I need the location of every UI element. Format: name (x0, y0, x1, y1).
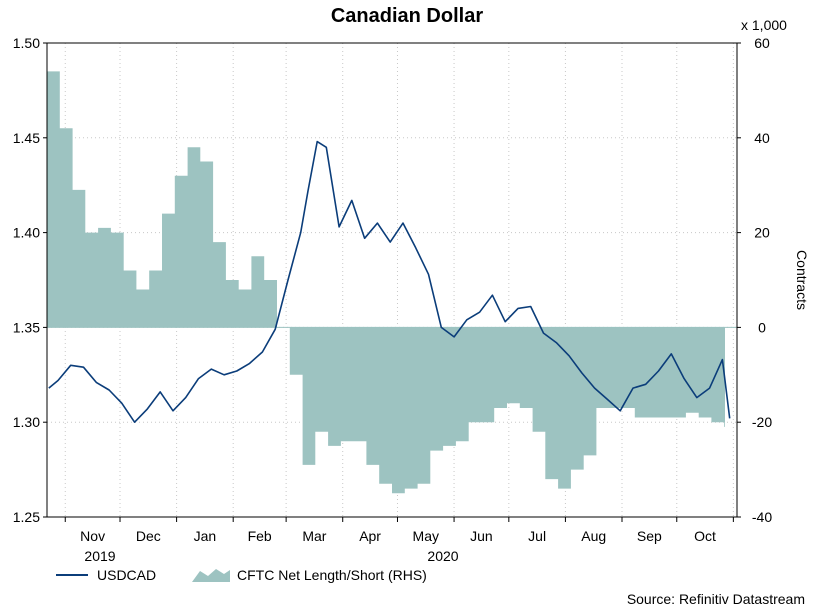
plot-frame (46, 42, 738, 518)
plot-border (46, 42, 738, 518)
year-label: 2020 (427, 548, 458, 564)
month-label: Apr (359, 528, 381, 544)
left-tick-label: 1.45 (13, 130, 40, 146)
right-tick-label: 60 (754, 35, 770, 51)
usdcad-line (48, 140, 731, 424)
month-label: Dec (136, 528, 161, 544)
right-tick-label: -40 (752, 509, 772, 525)
left-tick-label: 1.25 (13, 509, 40, 525)
right-axis-unit: x 1,000 (741, 17, 787, 33)
cftc-area (47, 71, 725, 494)
month-label: Jun (470, 528, 493, 544)
usdcad-line-layer (48, 140, 731, 424)
month-label: Aug (581, 528, 606, 544)
legend-usdcad-label: USDCAD (97, 567, 156, 583)
right-tick-label: 0 (758, 319, 766, 335)
month-label: Nov (80, 528, 105, 544)
legend-cftc-swatch (192, 569, 230, 582)
year-label: 2019 (84, 548, 115, 564)
left-tick-label: 1.50 (13, 35, 40, 51)
month-label: Jul (528, 528, 546, 544)
cftc-area-layer (47, 71, 737, 494)
right-tick-label: 40 (754, 130, 770, 146)
legend-cftc-label: CFTC Net Length/Short (RHS) (237, 567, 427, 583)
month-label: Mar (302, 528, 326, 544)
month-label: Feb (248, 528, 272, 544)
chart-title: Canadian Dollar (331, 5, 483, 27)
left-tick-label: 1.40 (13, 225, 40, 241)
left-tick-label: 1.30 (13, 414, 40, 430)
legend: USDCAD CFTC Net Length/Short (RHS) (56, 567, 427, 583)
source-note: Source: Refinitiv Datastream (627, 591, 805, 607)
ticks: 1.25 1.30 1.35 1.40 1.45 1.50 -40 -20 0 20 40 60 Nov… (13, 35, 773, 564)
right-tick-label: -20 (752, 414, 772, 430)
left-tick-label: 1.35 (13, 319, 40, 335)
month-label: Jan (194, 528, 217, 544)
right-tick-label: 20 (754, 225, 770, 241)
right-axis-label: Contracts (794, 250, 810, 310)
month-label: Oct (694, 528, 716, 544)
month-label: Sep (637, 528, 662, 544)
month-label: May (413, 528, 439, 544)
